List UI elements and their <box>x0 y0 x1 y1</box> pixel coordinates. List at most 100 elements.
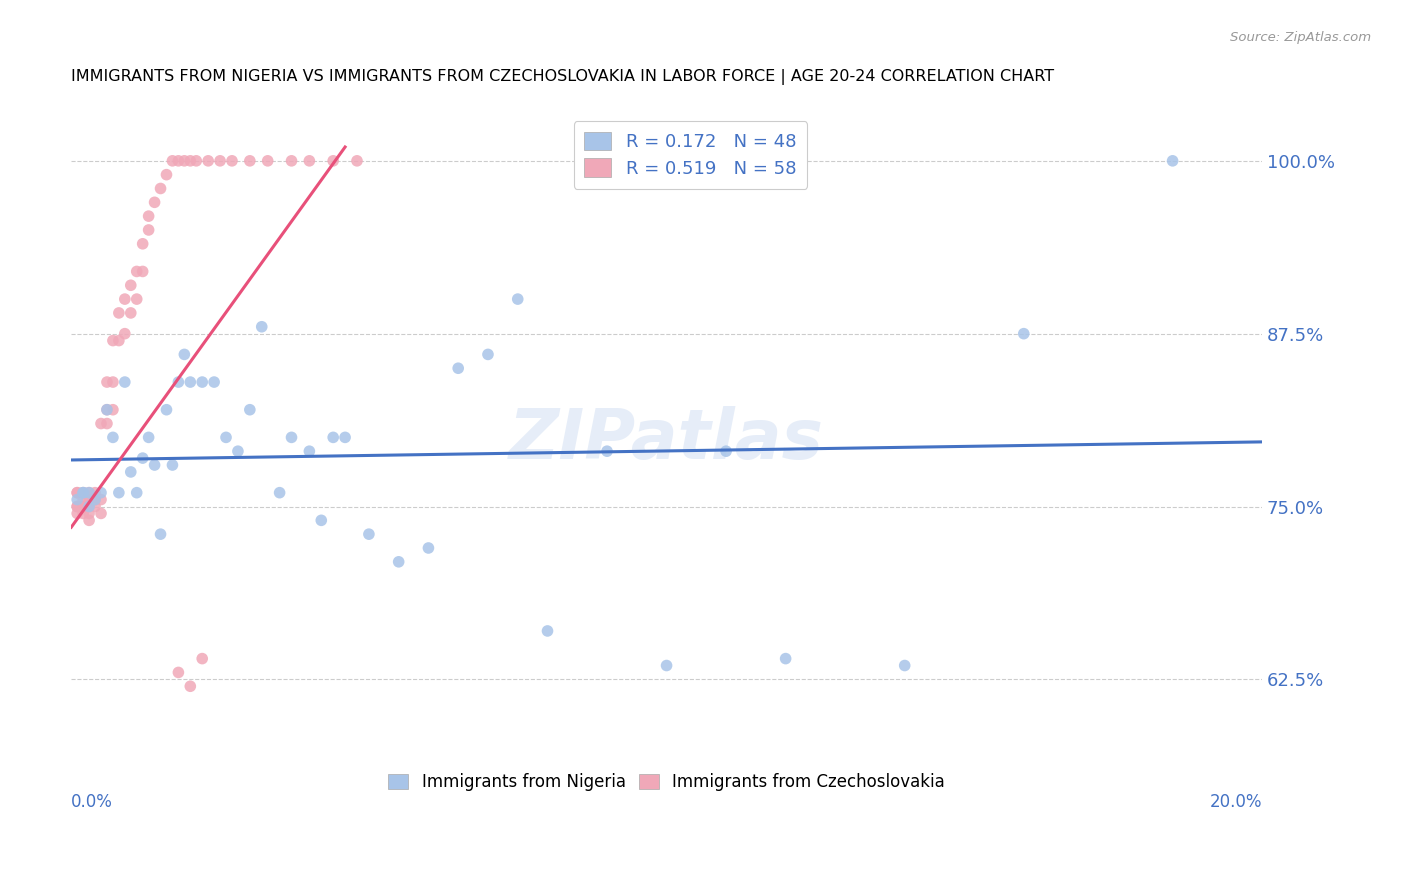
Point <box>101 375 124 389</box>
Point <box>101 334 124 348</box>
Point <box>101 430 124 444</box>
Point <box>215 430 238 444</box>
Point <box>84 500 107 514</box>
Point <box>90 485 112 500</box>
Point <box>101 402 124 417</box>
Point <box>143 195 166 210</box>
Point <box>149 527 172 541</box>
Point <box>191 375 214 389</box>
Point <box>346 153 368 168</box>
Point <box>155 402 177 417</box>
Point <box>77 500 100 514</box>
Point <box>322 153 344 168</box>
Point <box>77 485 100 500</box>
Text: 20.0%: 20.0% <box>1209 794 1263 812</box>
Point <box>84 492 107 507</box>
Text: ZIPatlas: ZIPatlas <box>509 407 824 474</box>
Text: IMMIGRANTS FROM NIGERIA VS IMMIGRANTS FROM CZECHOSLOVAKIA IN LABOR FORCE | AGE 2: IMMIGRANTS FROM NIGERIA VS IMMIGRANTS FR… <box>72 69 1054 85</box>
Point <box>96 417 118 431</box>
Point <box>77 492 100 507</box>
Point <box>775 651 797 665</box>
Point <box>108 485 131 500</box>
Point <box>173 347 195 361</box>
Point <box>186 153 208 168</box>
Point <box>536 624 558 638</box>
Point <box>66 500 89 514</box>
Point <box>167 665 190 680</box>
Point <box>96 402 118 417</box>
Point <box>298 153 321 168</box>
Point <box>197 153 219 168</box>
Point <box>72 507 94 521</box>
Point <box>221 153 243 168</box>
Point <box>66 507 89 521</box>
Point <box>72 500 94 514</box>
Point <box>120 278 142 293</box>
Point <box>77 485 100 500</box>
Point <box>167 153 190 168</box>
Point <box>893 658 915 673</box>
Point <box>149 181 172 195</box>
Point <box>108 306 131 320</box>
Point <box>714 444 737 458</box>
Text: Source: ZipAtlas.com: Source: ZipAtlas.com <box>1230 31 1371 45</box>
Point <box>357 527 380 541</box>
Point <box>162 458 184 472</box>
Point <box>131 451 153 466</box>
Point <box>114 375 136 389</box>
Point <box>96 375 118 389</box>
Point <box>72 485 94 500</box>
Point <box>447 361 470 376</box>
Point <box>96 402 118 417</box>
Point <box>202 375 225 389</box>
Point <box>1012 326 1035 341</box>
Point <box>84 492 107 507</box>
Point <box>179 375 201 389</box>
Point <box>250 319 273 334</box>
Point <box>72 485 94 500</box>
Point <box>90 417 112 431</box>
Point <box>131 264 153 278</box>
Point <box>125 485 148 500</box>
Point <box>191 651 214 665</box>
Point <box>280 430 302 444</box>
Point <box>298 444 321 458</box>
Point <box>108 334 131 348</box>
Point <box>280 153 302 168</box>
Point <box>333 430 356 444</box>
Point <box>239 153 262 168</box>
Point <box>179 679 201 693</box>
Point <box>388 555 411 569</box>
Point <box>506 292 529 306</box>
Point <box>143 458 166 472</box>
Point <box>596 444 619 458</box>
Point <box>138 223 160 237</box>
Point <box>155 168 177 182</box>
Point <box>256 153 278 168</box>
Point <box>90 492 112 507</box>
Point <box>1161 153 1184 168</box>
Point <box>90 507 112 521</box>
Text: 0.0%: 0.0% <box>72 794 112 812</box>
Point <box>77 513 100 527</box>
Point <box>162 153 184 168</box>
Point <box>239 402 262 417</box>
Point <box>138 209 160 223</box>
Point <box>311 513 333 527</box>
Point <box>269 485 291 500</box>
Point <box>114 326 136 341</box>
Point <box>179 153 201 168</box>
Point <box>167 375 190 389</box>
Point <box>125 264 148 278</box>
Point <box>77 507 100 521</box>
Point <box>77 500 100 514</box>
Point <box>114 292 136 306</box>
Point <box>138 430 160 444</box>
Point <box>209 153 232 168</box>
Point <box>322 430 344 444</box>
Point <box>226 444 249 458</box>
Point <box>84 485 107 500</box>
Point <box>72 485 94 500</box>
Point <box>173 153 195 168</box>
Point <box>418 541 440 555</box>
